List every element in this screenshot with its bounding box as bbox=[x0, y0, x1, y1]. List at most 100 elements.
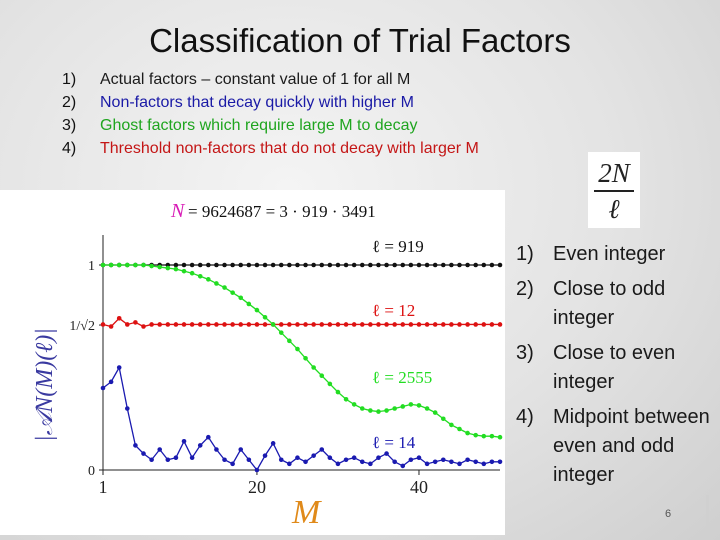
data-point bbox=[165, 457, 171, 463]
data-point bbox=[497, 322, 503, 327]
data-point bbox=[319, 447, 325, 452]
data-point bbox=[440, 457, 446, 463]
chart-title: = 9624687 = 3 · 919 · 3491 bbox=[188, 202, 376, 221]
data-point bbox=[108, 262, 114, 268]
data-point bbox=[359, 459, 365, 465]
data-point bbox=[400, 262, 406, 268]
data-point bbox=[303, 262, 308, 268]
data-point bbox=[238, 262, 244, 268]
data-point bbox=[222, 285, 227, 290]
data-point bbox=[287, 338, 292, 344]
data-point bbox=[149, 263, 154, 269]
data-point bbox=[181, 322, 187, 327]
data-point bbox=[457, 461, 462, 467]
chart-series: ℓ = 919 ℓ = 12 ℓ = 2555 ℓ = 14 bbox=[100, 237, 503, 473]
ratio-classification-list: 1) Even integer 2) Close to odd integer 3)… bbox=[516, 240, 716, 496]
formula-denominator: ℓ bbox=[608, 194, 620, 224]
data-point bbox=[173, 262, 179, 268]
data-point bbox=[206, 434, 211, 440]
list-number: 2) bbox=[62, 94, 77, 111]
two-n-over-l-formula: 2N ℓ bbox=[588, 152, 640, 228]
right-list-text: Even integer bbox=[553, 243, 666, 265]
data-point bbox=[116, 365, 122, 370]
data-point bbox=[376, 322, 381, 327]
data-point bbox=[295, 322, 300, 327]
data-point bbox=[481, 262, 487, 268]
data-point bbox=[214, 322, 219, 327]
data-point bbox=[481, 322, 487, 327]
data-point bbox=[100, 385, 106, 391]
data-point bbox=[157, 264, 163, 270]
right-list-number: 3) bbox=[516, 342, 534, 364]
data-point bbox=[489, 459, 495, 465]
x-tick-label: 40 bbox=[410, 477, 428, 497]
data-point bbox=[384, 322, 389, 327]
data-point bbox=[449, 322, 454, 327]
data-point bbox=[432, 322, 438, 327]
data-point bbox=[368, 408, 373, 413]
data-point bbox=[246, 301, 252, 307]
series-line bbox=[102, 365, 500, 472]
list-text: Ghost factors which require large M to d… bbox=[100, 117, 418, 134]
data-point bbox=[400, 463, 406, 469]
data-point bbox=[400, 322, 406, 327]
data-point bbox=[197, 322, 203, 327]
data-point bbox=[473, 322, 478, 327]
data-point bbox=[125, 262, 130, 268]
slide-edge-divider bbox=[706, 495, 709, 540]
data-point bbox=[311, 365, 316, 370]
data-point bbox=[473, 432, 478, 438]
plot-panel: N = 9624687 = 3 · 919 · 3491 |𝒜N(M)(ℓ)| … bbox=[0, 190, 505, 535]
data-point bbox=[432, 459, 438, 465]
data-point bbox=[262, 314, 268, 320]
data-point bbox=[392, 262, 397, 268]
data-point bbox=[424, 322, 430, 327]
data-point bbox=[408, 402, 414, 407]
data-point bbox=[408, 262, 414, 268]
data-point bbox=[141, 324, 146, 329]
data-point bbox=[457, 426, 462, 432]
data-point bbox=[489, 433, 495, 439]
data-point bbox=[465, 457, 470, 463]
data-point bbox=[189, 455, 195, 461]
x-tick-label: 20 bbox=[248, 477, 266, 497]
list-text: Actual factors – constant value of 1 for… bbox=[100, 71, 411, 88]
series-label: ℓ = 2555 bbox=[372, 368, 432, 387]
data-point bbox=[149, 322, 154, 327]
factor-chart: N = 9624687 = 3 · 919 · 3491 |𝒜N(M)(ℓ)| … bbox=[32, 200, 503, 531]
data-point bbox=[489, 262, 495, 268]
data-point bbox=[254, 467, 260, 473]
list-text: Threshold non-factors that do not decay … bbox=[100, 140, 479, 157]
y-tick-label: 0 bbox=[88, 464, 95, 479]
data-point bbox=[222, 322, 227, 327]
data-point bbox=[319, 262, 325, 268]
data-point bbox=[230, 461, 235, 467]
y-tick-label: 1/√2 bbox=[69, 319, 95, 334]
data-point bbox=[100, 262, 106, 268]
data-point bbox=[262, 453, 268, 458]
data-point bbox=[351, 402, 357, 407]
data-point bbox=[343, 457, 349, 463]
series-label: ℓ = 12 bbox=[372, 301, 415, 320]
x-axis-label: M bbox=[291, 494, 322, 531]
data-point bbox=[214, 447, 219, 452]
data-point bbox=[254, 262, 260, 268]
data-point bbox=[473, 262, 478, 268]
data-point bbox=[116, 262, 122, 268]
data-point bbox=[392, 459, 397, 465]
data-point bbox=[238, 447, 244, 452]
formula-numerator: 2N bbox=[598, 158, 630, 188]
data-point bbox=[359, 322, 365, 327]
data-point bbox=[278, 262, 284, 268]
right-list-number: 4) bbox=[516, 406, 534, 428]
data-point bbox=[335, 461, 341, 467]
data-point bbox=[351, 262, 357, 268]
data-point bbox=[238, 295, 244, 301]
right-list-number: 1) bbox=[516, 243, 534, 265]
data-point bbox=[141, 262, 146, 268]
data-point bbox=[230, 262, 235, 268]
data-point bbox=[408, 322, 414, 327]
data-point bbox=[392, 406, 397, 411]
data-point bbox=[303, 459, 308, 465]
data-point bbox=[287, 322, 292, 327]
